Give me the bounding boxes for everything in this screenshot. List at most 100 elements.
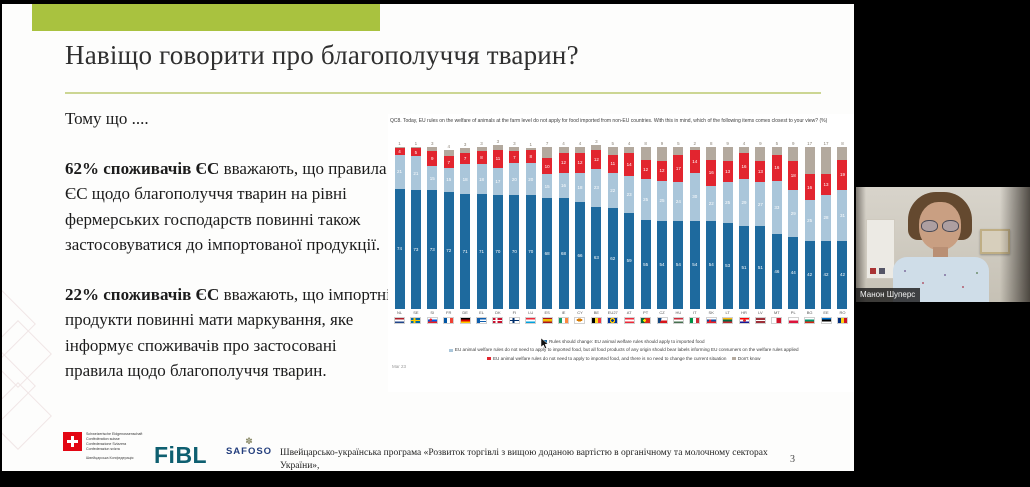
- segment-FR: 72: [443, 191, 454, 309]
- segment-CZ: 12: [657, 161, 667, 181]
- dont-know-value: 9: [759, 140, 762, 146]
- wall-board: [866, 219, 895, 279]
- legend-label: Rules should change: EU animal welfare r…: [548, 339, 705, 344]
- flag-icon-CZ: [656, 316, 668, 324]
- dont-know-value: 3: [431, 140, 434, 146]
- segment-SK: 22: [706, 185, 717, 222]
- segment-EE: 13: [821, 174, 832, 196]
- bar-LU: 1 8 20 70 LU: [523, 141, 538, 324]
- country-code: DK: [495, 309, 501, 315]
- segment-BE: 63: [591, 206, 602, 309]
- segment-CZ: [657, 146, 667, 162]
- bar-LT: 9 13 25 53 LT: [720, 140, 735, 324]
- segment-AT: 23: [624, 175, 635, 214]
- safoso-flower-icon: ✽: [245, 436, 253, 446]
- bar-SE: 1 5 21 73 SE: [408, 140, 423, 324]
- flag-icon-SK: [705, 316, 717, 324]
- segment-SK: 16: [706, 159, 717, 186]
- dont-know-value: 7: [545, 140, 549, 146]
- safoso-logo: ✽ SAFOSO: [220, 436, 278, 458]
- segment-SI: 9: [427, 151, 438, 167]
- flag-icon-CY: [574, 316, 586, 324]
- segment-IT: 14: [689, 149, 700, 173]
- dont-know-value: 17: [823, 140, 829, 146]
- dont-know-value: 8: [709, 140, 713, 146]
- segment-HU: [673, 146, 684, 155]
- slide-body-text: Тому що .... 62% споживачів ЄС вважають,…: [65, 106, 399, 408]
- flag-icon-AT: [623, 316, 635, 324]
- bar-PL: 9 18 29 44 PL: [786, 140, 801, 324]
- webcam-video-tile[interactable]: Манон Шуперс: [856, 187, 1030, 302]
- bar-HR: 4 16 29 51 HR: [737, 140, 752, 324]
- dont-know-value: 1: [398, 140, 401, 146]
- dont-know-value: 5: [611, 140, 615, 146]
- segment-CY: 66: [574, 201, 585, 309]
- segment-DK: 11: [492, 149, 503, 168]
- chart-title: QC8. Today, EU rules on the welfare of a…: [390, 118, 828, 124]
- segment-DE: 18: [460, 164, 471, 194]
- segment-BE: 23: [591, 169, 602, 207]
- bar-RO: 8 19 31 42 RO: [835, 140, 850, 324]
- bar-BG: 17 16 25 42 BG: [802, 140, 817, 324]
- flag-icon-NL: [394, 316, 405, 324]
- segment-EE: 42: [821, 240, 832, 309]
- shadow-right: [1000, 187, 1030, 302]
- participant-name-label: Манон Шуперс: [856, 288, 921, 302]
- chart-footnote: Mar 23: [392, 364, 407, 369]
- segment-LV: [755, 146, 766, 162]
- chart-legend: Rules should change: EU animal welfare r…: [388, 338, 854, 363]
- segment-BG: 16: [804, 174, 815, 201]
- dont-know-value: 3: [513, 140, 516, 146]
- flag-icon-LU: [525, 316, 537, 324]
- segment-FI: 7: [509, 151, 520, 163]
- dont-know-value: 8: [841, 140, 844, 146]
- segment-LT: [722, 146, 733, 162]
- segment-SI: 15: [427, 166, 438, 191]
- flag-icon-PL: [787, 316, 799, 324]
- country-code: SK: [708, 309, 714, 315]
- flag-icon-BG: [804, 316, 816, 324]
- segment-LU: 20: [525, 162, 536, 196]
- stat-62: 62% споживачів ЄС: [65, 158, 220, 178]
- segment-IT: 54: [689, 221, 700, 309]
- bar-IT: 2 14 30 54 IT: [687, 140, 702, 324]
- segment-BE: 12: [591, 149, 602, 170]
- segment-HU: 54: [673, 221, 684, 309]
- segment-CZ: 25: [657, 180, 667, 222]
- segment-DK: 17: [492, 167, 503, 196]
- segment-IT: [689, 146, 700, 150]
- country-code: SE: [413, 309, 419, 315]
- segment-EL: 71: [476, 193, 487, 309]
- legend-label: Don't know: [737, 355, 761, 361]
- segment-PL: 44: [788, 237, 799, 309]
- flag-icon-MT: [771, 316, 783, 324]
- segment-DE: [460, 148, 471, 154]
- segment-PL: 18: [788, 161, 799, 191]
- dont-know-value: 1: [529, 142, 532, 148]
- country-code: BG: [806, 309, 813, 315]
- bar-FR: 4 7 15 72 FR: [441, 143, 456, 324]
- country-code: ES: [544, 309, 550, 315]
- dont-know-value: 8: [644, 140, 647, 146]
- dont-know-value: 2: [693, 140, 697, 146]
- country-code: LV: [758, 309, 763, 315]
- dont-know-value: 9: [726, 140, 729, 146]
- segment-PL: [788, 146, 799, 162]
- segment-SK: [706, 146, 717, 160]
- segment-CY: [574, 146, 585, 154]
- country-code: FI: [512, 309, 517, 315]
- segment-FI: 20: [509, 162, 520, 196]
- segment-LU: [525, 148, 536, 150]
- legend-marker: [732, 356, 736, 361]
- legend-label: EU animal welfare rules do not need to a…: [454, 347, 799, 353]
- segment-LV: 27: [755, 182, 766, 226]
- dont-know-value: 3: [463, 142, 467, 148]
- country-code: EL: [479, 309, 484, 315]
- segment-LT: 25: [722, 182, 733, 223]
- country-code: AT: [626, 309, 632, 315]
- segment-EE: 28: [821, 195, 832, 241]
- bar-HU: 5 17 24 54 HU: [671, 140, 686, 324]
- segment-EL: 8: [476, 151, 487, 165]
- flag-icon-HR: [738, 316, 750, 324]
